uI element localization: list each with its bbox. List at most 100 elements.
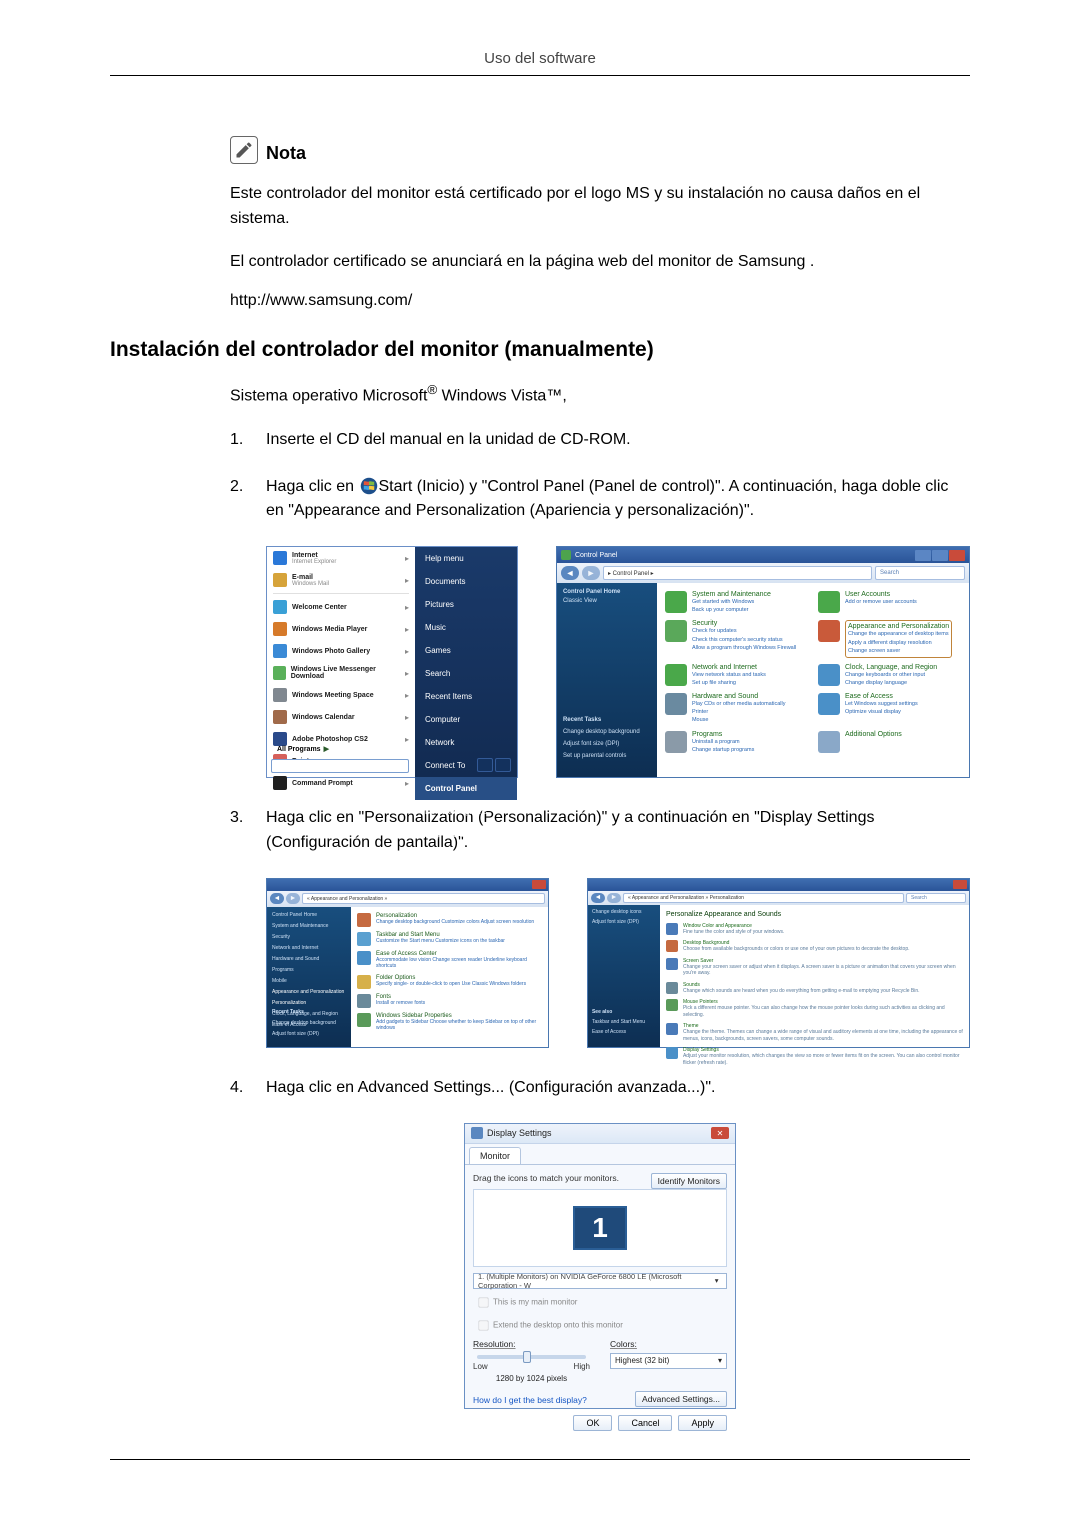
- start-menu-item[interactable]: Windows Live Messenger Download▸: [267, 662, 415, 684]
- start-right-item[interactable]: Help menu: [415, 547, 517, 570]
- breadcrumb[interactable]: « Appearance and Personalization »: [302, 893, 545, 904]
- cp-category[interactable]: Additional Options: [818, 731, 961, 754]
- window-buttons[interactable]: [915, 550, 965, 561]
- cancel-button[interactable]: Cancel: [618, 1415, 672, 1431]
- tab-monitor[interactable]: Monitor: [469, 1147, 521, 1164]
- back-button[interactable]: ◄: [591, 893, 605, 903]
- dx-side-bottom-item[interactable]: Taskbar and Start Menu: [592, 1019, 656, 1025]
- dx-side-bottom-item[interactable]: See also: [592, 1009, 656, 1015]
- slider-thumb[interactable]: [523, 1351, 531, 1363]
- cp-side-bottom-item[interactable]: Recent Tasks: [563, 717, 651, 723]
- breadcrumb[interactable]: ▸ Control Panel ▸: [603, 566, 872, 580]
- dx-row[interactable]: SoundsChange which sounds are heard when…: [666, 982, 963, 995]
- forward-button[interactable]: ►: [582, 566, 600, 580]
- pz-side-item[interactable]: Security: [272, 934, 346, 940]
- cp-category[interactable]: Appearance and PersonalizationChange the…: [818, 620, 961, 657]
- dx-side-item[interactable]: Change desktop icons: [592, 909, 656, 915]
- pz-side-item[interactable]: Mobile: [272, 978, 346, 984]
- pz-side-item[interactable]: Appearance and Personalization: [272, 989, 346, 995]
- cp-category[interactable]: Ease of AccessLet Windows suggest settin…: [818, 693, 961, 724]
- start-right-item[interactable]: Games: [415, 639, 517, 662]
- forward-button[interactable]: ►: [607, 893, 621, 903]
- cp-category[interactable]: User AccountsAdd or remove user accounts: [818, 591, 961, 614]
- colors-select[interactable]: Highest (32 bit)▾: [610, 1353, 727, 1369]
- start-right-item[interactable]: Computer: [415, 708, 517, 731]
- dx-row[interactable]: Screen SaverChange your screen saver or …: [666, 958, 963, 977]
- close-icon[interactable]: [953, 880, 967, 889]
- start-right-item[interactable]: Recent Items: [415, 685, 517, 708]
- start-right-item[interactable]: Documents: [415, 570, 517, 593]
- cp-search-input[interactable]: Search: [875, 566, 965, 580]
- dx-row[interactable]: Mouse PointersPick a different mouse poi…: [666, 999, 963, 1018]
- start-menu-item[interactable]: Windows Photo Gallery▸: [267, 640, 415, 662]
- start-menu-item[interactable]: Welcome Center▸: [267, 596, 415, 618]
- close-icon[interactable]: [532, 880, 546, 889]
- advanced-settings-button[interactable]: Advanced Settings...: [635, 1391, 727, 1407]
- cp-category[interactable]: ProgramsUninstall a programChange startu…: [665, 731, 808, 754]
- dx-search-input[interactable]: Search: [906, 893, 966, 903]
- start-menu-item[interactable]: InternetInternet Explorer▸: [267, 547, 415, 569]
- start-menu-item[interactable]: Windows Calendar▸: [267, 706, 415, 728]
- pz-side-item[interactable]: Hardware and Sound: [272, 956, 346, 962]
- dx-row[interactable]: Display SettingsAdjust your monitor reso…: [666, 1047, 963, 1066]
- dx-side-bottom-item[interactable]: Ease of Access: [592, 1029, 656, 1035]
- pz-row[interactable]: Windows Sidebar PropertiesAdd gadgets to…: [357, 1013, 542, 1032]
- screenshot-display-settings: Display Settings ✕ Monitor Drag the icon…: [464, 1123, 736, 1409]
- start-right-item[interactable]: Pictures: [415, 593, 517, 616]
- start-menu-item[interactable]: Command Prompt▸: [267, 772, 415, 794]
- cp-side-bottom-item[interactable]: Adjust font size (DPI): [563, 741, 651, 747]
- help-link[interactable]: How do I get the best display?: [473, 1395, 587, 1405]
- start-search-input[interactable]: [271, 759, 409, 773]
- monitor-1-icon[interactable]: 1: [573, 1206, 627, 1250]
- pz-side-bottom-item[interactable]: Adjust font size (DPI): [272, 1031, 346, 1037]
- identify-monitors-button[interactable]: Identify Monitors: [651, 1173, 727, 1189]
- start-right-item[interactable]: Default Programs: [415, 800, 517, 823]
- pz-row[interactable]: PersonalizationChange desktop background…: [357, 913, 542, 927]
- start-right-item[interactable]: Music: [415, 616, 517, 639]
- power-buttons[interactable]: [477, 758, 511, 772]
- breadcrumb[interactable]: « Appearance and Personalization » Perso…: [623, 893, 904, 903]
- pz-side-item[interactable]: Network and Internet: [272, 945, 346, 951]
- cp-side-bottom-item[interactable]: Set up parental controls: [563, 753, 651, 759]
- apply-button[interactable]: Apply: [678, 1415, 727, 1431]
- dx-row[interactable]: ThemeChange the theme. Themes can change…: [666, 1023, 963, 1042]
- pz-side-item[interactable]: Programs: [272, 967, 346, 973]
- start-right-item[interactable]: Search: [415, 662, 517, 685]
- start-menu-item[interactable]: Windows Media Player▸: [267, 618, 415, 640]
- all-programs[interactable]: All Programs▶: [277, 745, 329, 753]
- pz-side-item[interactable]: Personalization: [272, 1000, 346, 1006]
- monitor-arrangement[interactable]: 1: [473, 1189, 727, 1267]
- start-menu-item[interactable]: E-mailWindows Mail▸: [267, 569, 415, 591]
- pz-row[interactable]: Taskbar and Start MenuCustomize the Star…: [357, 932, 542, 946]
- cp-category[interactable]: SecurityCheck for updatesCheck this comp…: [665, 620, 808, 657]
- resolution-slider[interactable]: [477, 1355, 586, 1359]
- cp-side-bottom-item[interactable]: Change desktop background: [563, 729, 651, 735]
- cp-side-item[interactable]: Classic View: [563, 598, 651, 604]
- start-menu-item[interactable]: Windows Meeting Space▸: [267, 684, 415, 706]
- back-button[interactable]: ◄: [270, 893, 284, 904]
- cp-side-head[interactable]: Control Panel Home: [563, 589, 651, 595]
- forward-button[interactable]: ►: [286, 893, 300, 904]
- note-paragraph-2: El controlador certificado se anunciará …: [230, 250, 970, 275]
- close-icon[interactable]: ✕: [711, 1127, 729, 1139]
- pz-row[interactable]: FontsInstall or remove fonts: [357, 994, 542, 1008]
- pz-side-bottom-item[interactable]: Recent Tasks: [272, 1009, 346, 1015]
- back-button[interactable]: ◄: [561, 566, 579, 580]
- start-right-item[interactable]: Help and Support: [415, 823, 517, 846]
- start-right-item[interactable]: Network: [415, 731, 517, 754]
- start-right-item[interactable]: Control Panel: [415, 777, 517, 800]
- ok-button[interactable]: OK: [573, 1415, 612, 1431]
- pz-row[interactable]: Folder OptionsSpecify single- or double-…: [357, 975, 542, 989]
- dx-side-item[interactable]: Adjust font size (DPI): [592, 919, 656, 925]
- pz-side-item[interactable]: Control Panel Home: [272, 912, 346, 918]
- pz-side-bottom-item[interactable]: Change desktop background: [272, 1020, 346, 1026]
- pz-row[interactable]: Ease of Access CenterAccommodate low vis…: [357, 951, 542, 970]
- cp-category[interactable]: Network and InternetView network status …: [665, 664, 808, 687]
- monitor-select[interactable]: 1. (Multiple Monitors) on NVIDIA GeForce…: [473, 1273, 727, 1289]
- cp-category[interactable]: System and MaintenanceGet started with W…: [665, 591, 808, 614]
- pz-side-item[interactable]: System and Maintenance: [272, 923, 346, 929]
- dx-row[interactable]: Window Color and AppearanceFine tune the…: [666, 923, 963, 936]
- dx-row[interactable]: Desktop BackgroundChoose from available …: [666, 940, 963, 953]
- cp-category[interactable]: Clock, Language, and RegionChange keyboa…: [818, 664, 961, 687]
- cp-category[interactable]: Hardware and SoundPlay CDs or other medi…: [665, 693, 808, 724]
